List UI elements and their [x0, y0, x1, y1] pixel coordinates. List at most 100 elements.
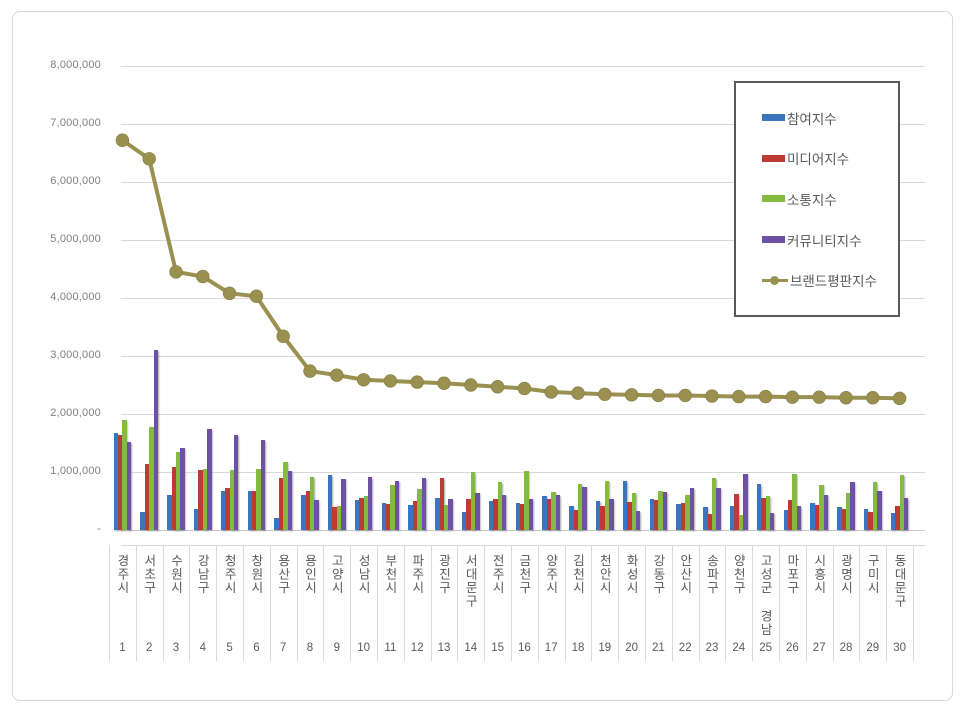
- brand-index-marker-시흥시: [812, 390, 826, 404]
- rank-label: 23: [705, 642, 719, 654]
- y-axis-tick-label: 5,000,000: [50, 233, 101, 245]
- media-swatch-icon: [762, 154, 785, 162]
- bar-소통지수-광진구: [444, 505, 449, 530]
- category-separator: [484, 545, 486, 661]
- bar-소통지수-금천구: [524, 471, 529, 530]
- category-label: 수원시: [168, 554, 183, 595]
- bar-소통지수-강동구: [658, 490, 663, 530]
- bar-참여지수-부천시: [381, 502, 386, 530]
- bar-참여지수-고양시: [328, 475, 333, 530]
- brand-index-marker-동대문구: [892, 391, 907, 406]
- rank-label: 14: [464, 642, 478, 654]
- bar-참여지수-시흥시: [810, 503, 815, 530]
- category-separator: [779, 545, 780, 661]
- rank-label: 24: [732, 642, 746, 654]
- category-label: 경주시: [114, 554, 129, 595]
- participation-swatch-icon: [762, 114, 785, 122]
- bar-소통지수-수원시: [176, 452, 181, 530]
- rank-label: 29: [866, 642, 880, 654]
- bar-커뮤니티지수-청주시: [234, 434, 239, 530]
- bar-소통지수-전주시: [497, 481, 502, 530]
- rank-label: 15: [491, 642, 504, 654]
- brand-index-marker-고양시: [330, 368, 344, 382]
- bar-참여지수-경주시: [113, 433, 118, 530]
- bar-커뮤니티지수-양천구: [743, 474, 748, 530]
- legend-item-community: 커뮤니티지수: [762, 230, 898, 250]
- category-separator: [135, 545, 137, 661]
- bar-참여지수-서대문구: [462, 512, 467, 530]
- category-separator: [591, 545, 593, 661]
- brand-index-marker-안산시: [678, 388, 692, 403]
- y-axis-tick-label: 6,000,000: [50, 175, 101, 187]
- bar-커뮤니티지수-강동구: [662, 492, 668, 530]
- bar-소통지수-경주시: [122, 420, 127, 530]
- bar-커뮤니티지수-서초구: [153, 349, 158, 530]
- bar-커뮤니티지수-천안시: [609, 498, 614, 530]
- bar-참여지수-용산구: [274, 517, 279, 530]
- category-separator: [564, 545, 566, 661]
- legend-item-media: 미디어지수: [762, 148, 898, 168]
- bar-참여지수-천안시: [596, 501, 601, 530]
- bar-미디어지수-광진구: [439, 478, 444, 530]
- bar-커뮤니티지수-구미시: [877, 490, 882, 530]
- brand-index-marker-고성군 경남: [758, 389, 773, 404]
- bar-미디어지수-김천시: [573, 509, 578, 530]
- category-label: 용인시: [302, 554, 317, 595]
- bar-소통지수-파주시: [417, 488, 422, 530]
- gridline: [121, 414, 925, 415]
- bar-참여지수-구미시: [864, 508, 869, 530]
- y-axis-tick-label: 7,000,000: [50, 117, 101, 129]
- bar-소통지수-용인시: [310, 477, 315, 530]
- bar-커뮤니티지수-광진구: [448, 498, 453, 530]
- category-separator: [886, 545, 888, 661]
- brand-index-marker-수원시: [169, 265, 183, 279]
- brand-index-marker-강남구: [196, 269, 210, 284]
- bar-커뮤니티지수-창원시: [260, 439, 266, 530]
- rank-label: 3: [172, 642, 180, 654]
- category-separator: [859, 545, 861, 661]
- bar-소통지수-용산구: [283, 462, 288, 530]
- bar-커뮤니티지수-고양시: [341, 478, 346, 530]
- bar-커뮤니티지수-서대문구: [475, 492, 480, 530]
- legend-item-communication: 소통지수: [762, 189, 898, 209]
- category-separator: [725, 545, 727, 661]
- category-label: 양주시: [543, 554, 558, 595]
- bar-미디어지수-구미시: [868, 512, 873, 530]
- category-separator: [457, 545, 459, 661]
- bar-미디어지수-용인시: [305, 491, 310, 530]
- category-separator: [296, 545, 298, 661]
- bar-소통지수-서대문구: [470, 472, 476, 530]
- category-label: 광명시: [838, 554, 853, 595]
- bar-참여지수-강남구: [194, 508, 199, 530]
- rank-label: 11: [384, 642, 397, 654]
- bar-소통지수-성남시: [363, 496, 368, 530]
- category-label: 화성시: [624, 554, 639, 595]
- category-label: 전주시: [490, 554, 505, 595]
- category-separator: [913, 545, 914, 661]
- rank-label: 26: [786, 642, 799, 654]
- bar-참여지수-김천시: [569, 506, 574, 530]
- bar-커뮤니티지수-광명시: [850, 482, 855, 530]
- category-label: 성남시: [356, 554, 371, 595]
- bar-소통지수-고성군 경남: [765, 495, 770, 530]
- brand-index-marker-전주시: [490, 380, 505, 394]
- bar-소통지수-청주시: [229, 470, 234, 530]
- bar-미디어지수-용산구: [278, 477, 284, 530]
- bar-커뮤니티지수-동대문구: [904, 498, 909, 530]
- category-label: 강동구: [650, 554, 665, 595]
- bar-미디어지수-광명시: [841, 509, 846, 530]
- rank-label: 5: [226, 642, 233, 654]
- bar-커뮤니티지수-김천시: [582, 486, 587, 530]
- bar-미디어지수-청주시: [225, 488, 230, 530]
- rank-label: 4: [199, 642, 206, 654]
- bar-참여지수-수원시: [167, 495, 172, 530]
- bar-참여지수-안산시: [676, 504, 681, 530]
- brand-index-marker-금천구: [517, 381, 532, 396]
- bar-미디어지수-수원시: [171, 466, 176, 530]
- rank-label: 25: [759, 642, 772, 654]
- brand-index-marker-천안시: [598, 387, 612, 401]
- bar-커뮤니티지수-금천구: [528, 498, 534, 530]
- category-separator: [511, 545, 512, 661]
- bar-소통지수-김천시: [578, 483, 583, 530]
- category-separator: [805, 545, 807, 661]
